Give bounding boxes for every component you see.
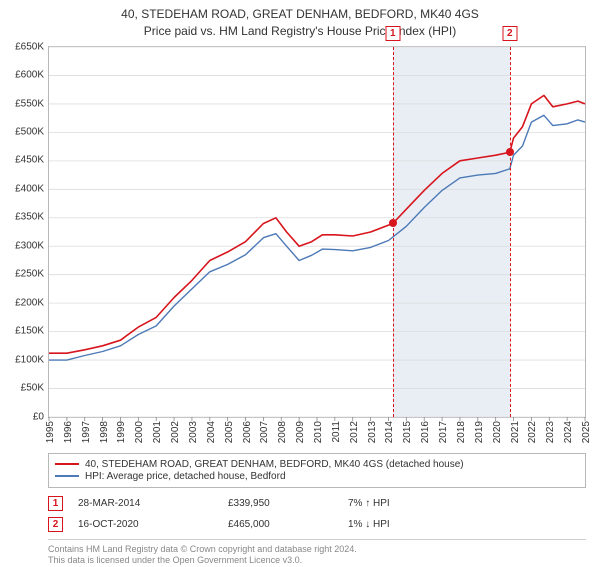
x-tick-label: 2006 xyxy=(242,421,253,443)
x-tick-label: 2003 xyxy=(188,421,199,443)
y-tick-label: £100K xyxy=(15,354,44,365)
x-tick-label: 1998 xyxy=(99,421,110,443)
transaction-marker-box: 2 xyxy=(48,517,63,532)
x-tick-label: 1996 xyxy=(63,421,74,443)
x-tick-label: 2001 xyxy=(152,421,163,443)
series-line xyxy=(49,95,585,353)
x-tick-label: 2015 xyxy=(402,421,413,443)
transaction-hpi-diff: 1% ↓ HPI xyxy=(348,519,498,530)
y-tick-label: £150K xyxy=(15,326,44,337)
transaction-price: £465,000 xyxy=(228,519,348,530)
transaction-row: 2 16-OCT-2020£465,0001% ↓ HPI xyxy=(48,514,586,535)
y-tick-label: £400K xyxy=(15,183,44,194)
x-tick-label: 2022 xyxy=(527,421,538,443)
legend: 40, STEDEHAM ROAD, GREAT DENHAM, BEDFORD… xyxy=(48,453,586,488)
marker-label-box: 1 xyxy=(385,26,400,41)
y-tick-label: £500K xyxy=(15,126,44,137)
transaction-marker-box: 1 xyxy=(48,496,63,511)
x-tick-label: 1995 xyxy=(45,421,56,443)
y-tick-label: £450K xyxy=(15,155,44,166)
x-tick-label: 2000 xyxy=(134,421,145,443)
legend-item: 40, STEDEHAM ROAD, GREAT DENHAM, BEDFORD… xyxy=(55,459,579,470)
marker-line xyxy=(510,47,511,417)
x-tick-label: 2007 xyxy=(259,421,270,443)
x-tick-label: 2024 xyxy=(563,421,574,443)
x-tick-label: 2013 xyxy=(367,421,378,443)
transaction-row: 1 28-MAR-2014£339,9507% ↑ HPI xyxy=(48,493,586,514)
x-tick-label: 2014 xyxy=(384,421,395,443)
x-tick-label: 2010 xyxy=(313,421,324,443)
legend-item: HPI: Average price, detached house, Bedf… xyxy=(55,471,579,482)
x-tick-label: 1997 xyxy=(81,421,92,443)
marker-line xyxy=(393,47,394,417)
transaction-hpi-diff: 7% ↑ HPI xyxy=(348,498,498,509)
x-tick-label: 2005 xyxy=(224,421,235,443)
x-tick-label: 2018 xyxy=(456,421,467,443)
data-point-marker xyxy=(506,148,514,156)
x-tick-label: 2002 xyxy=(170,421,181,443)
footer: Contains HM Land Registry data © Crown c… xyxy=(48,544,586,567)
x-tick-label: 2011 xyxy=(331,421,342,443)
x-tick-label: 2016 xyxy=(420,421,431,443)
y-tick-label: £650K xyxy=(15,41,44,52)
legend-swatch xyxy=(55,475,79,477)
x-tick-label: 2012 xyxy=(349,421,360,443)
x-tick-label: 1999 xyxy=(116,421,127,443)
title-line-1: 40, STEDEHAM ROAD, GREAT DENHAM, BEDFORD… xyxy=(0,6,600,23)
marker-label-box: 2 xyxy=(502,26,517,41)
footer-line-1: Contains HM Land Registry data © Crown c… xyxy=(48,544,586,556)
data-point-marker xyxy=(389,219,397,227)
y-tick-label: £50K xyxy=(21,383,44,394)
x-tick-label: 2008 xyxy=(277,421,288,443)
legend-label: 40, STEDEHAM ROAD, GREAT DENHAM, BEDFORD… xyxy=(85,459,464,470)
footer-separator xyxy=(48,539,586,540)
transaction-price: £339,950 xyxy=(228,498,348,509)
transaction-date: 28-MAR-2014 xyxy=(78,498,228,509)
footer-line-2: This data is licensed under the Open Gov… xyxy=(48,555,586,567)
transactions-table: 1 28-MAR-2014£339,9507% ↑ HPI 2 16-OCT-2020… xyxy=(48,493,586,535)
y-tick-label: £350K xyxy=(15,212,44,223)
legend-label: HPI: Average price, detached house, Bedf… xyxy=(85,471,286,482)
x-tick-label: 2025 xyxy=(581,421,592,443)
transaction-date: 16-OCT-2020 xyxy=(78,519,228,530)
y-tick-label: £200K xyxy=(15,297,44,308)
x-tick-label: 2021 xyxy=(510,421,521,443)
y-tick-label: £0 xyxy=(33,411,44,422)
y-tick-label: £550K xyxy=(15,98,44,109)
legend-swatch xyxy=(55,463,79,465)
x-tick-label: 2023 xyxy=(545,421,556,443)
x-tick-label: 2019 xyxy=(474,421,485,443)
y-tick-label: £250K xyxy=(15,269,44,280)
y-tick-label: £600K xyxy=(15,70,44,81)
x-tick-label: 2004 xyxy=(206,421,217,443)
chart-plot-area: £0£50K£100K£150K£200K£250K£300K£350K£400… xyxy=(48,46,586,418)
x-tick-label: 2009 xyxy=(295,421,306,443)
x-tick-label: 2020 xyxy=(492,421,503,443)
x-tick-label: 2017 xyxy=(438,421,449,443)
y-tick-label: £300K xyxy=(15,240,44,251)
